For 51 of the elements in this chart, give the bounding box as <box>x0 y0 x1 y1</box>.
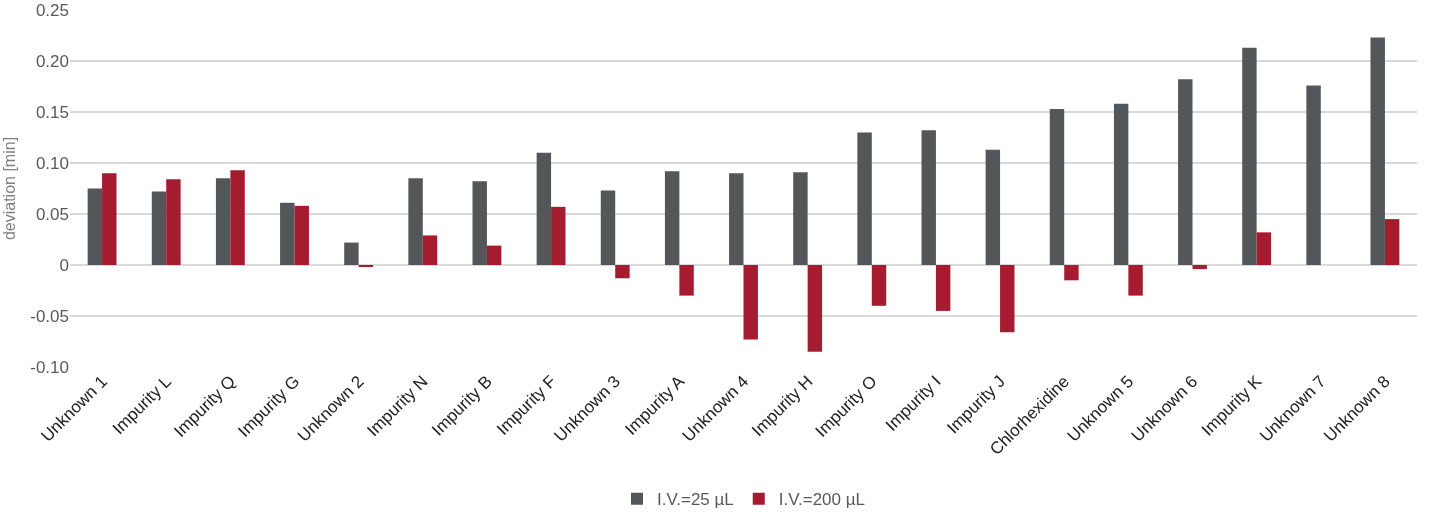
y-tick-label: 0.25 <box>35 0 69 20</box>
bar <box>1384 219 1400 265</box>
bar <box>215 178 231 265</box>
y-tick-label: 0.15 <box>35 102 69 122</box>
bar <box>871 265 887 306</box>
bar <box>921 130 936 265</box>
bar <box>985 149 1001 265</box>
bar <box>294 205 309 265</box>
bar <box>151 191 167 265</box>
bar <box>472 181 487 265</box>
y-axis-title: deviation [min] <box>1 136 19 241</box>
bar <box>729 173 744 265</box>
bar <box>87 188 103 265</box>
bar <box>408 178 423 265</box>
bar <box>1242 47 1257 265</box>
bar <box>1000 265 1015 333</box>
bar <box>230 170 245 265</box>
bar <box>102 173 117 265</box>
y-tick-label: -0.10 <box>30 357 69 377</box>
bar <box>664 171 680 265</box>
bar <box>679 265 694 296</box>
bar <box>1256 232 1272 265</box>
bar <box>1128 265 1143 296</box>
bar <box>1370 37 1385 265</box>
legend-label: I.V.=25 µL <box>657 490 734 510</box>
bar <box>807 265 823 352</box>
bar <box>551 206 566 265</box>
bar <box>280 202 295 265</box>
y-tick-label: -0.05 <box>30 306 69 326</box>
bar <box>344 242 359 265</box>
bar <box>1064 265 1079 281</box>
bar <box>793 172 808 265</box>
y-tick-label: 0.20 <box>35 51 69 71</box>
bar <box>743 265 758 340</box>
bar <box>1178 79 1193 265</box>
bar <box>1192 265 1207 270</box>
y-tick-label: 0.05 <box>35 204 69 224</box>
bar <box>1049 108 1065 265</box>
bar <box>536 152 552 265</box>
bar <box>857 132 872 265</box>
legend-label: I.V.=200 µL <box>778 490 865 510</box>
bar <box>600 190 616 265</box>
y-tick-label: 0 <box>59 255 69 275</box>
y-tick-label: 0.10 <box>35 153 69 173</box>
bar <box>615 265 630 279</box>
bar <box>422 235 438 265</box>
bar <box>935 265 951 311</box>
bar <box>1113 103 1129 265</box>
bar <box>486 245 502 265</box>
bar <box>1306 85 1321 265</box>
bar <box>166 179 181 265</box>
